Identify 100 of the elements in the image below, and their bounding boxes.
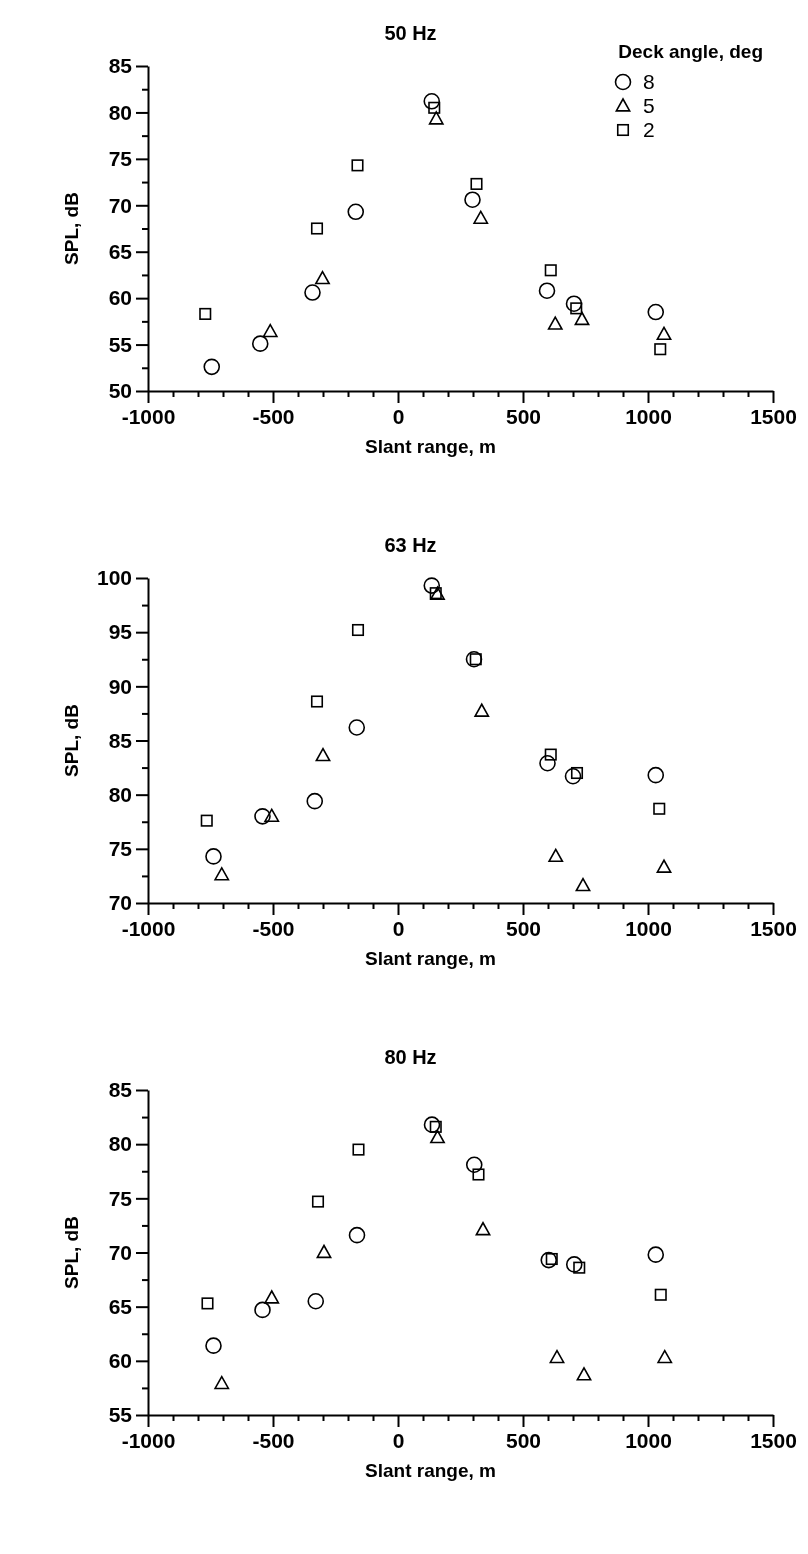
y-axis-title: SPL, dB bbox=[61, 704, 82, 777]
point bbox=[423, 92, 441, 110]
legend-title: Deck angle, deg bbox=[618, 41, 763, 62]
y-tick-label: 85 bbox=[108, 728, 133, 752]
y-tick-label: 55 bbox=[108, 332, 133, 356]
point bbox=[311, 1195, 325, 1208]
point bbox=[428, 111, 444, 125]
x-tick-label: 1000 bbox=[625, 404, 672, 428]
x-tick-label: 500 bbox=[505, 1428, 542, 1452]
y-tick-label: 65 bbox=[108, 239, 133, 263]
point bbox=[347, 203, 365, 221]
point bbox=[539, 754, 556, 772]
point bbox=[310, 222, 324, 235]
y-tick-label: 50 bbox=[108, 379, 132, 403]
point bbox=[548, 848, 564, 863]
x-tick-label: 1000 bbox=[625, 1428, 672, 1452]
chart-title: 80 Hz bbox=[384, 1046, 437, 1068]
y-tick-label: 90 bbox=[108, 674, 132, 698]
point bbox=[474, 703, 490, 717]
x-tick-label: 1500 bbox=[750, 1428, 797, 1452]
point bbox=[538, 282, 556, 300]
point bbox=[475, 1221, 491, 1236]
point bbox=[547, 316, 563, 330]
point bbox=[654, 1288, 667, 1301]
point bbox=[254, 808, 271, 825]
point bbox=[570, 766, 584, 780]
legend-label: 8 bbox=[643, 70, 655, 93]
point bbox=[203, 358, 221, 376]
y-tick-label: 70 bbox=[108, 193, 132, 217]
point bbox=[214, 867, 230, 881]
y-axis-title: SPL, dB bbox=[61, 1216, 82, 1289]
y-tick-label: 80 bbox=[108, 782, 132, 806]
point bbox=[540, 1251, 558, 1269]
point bbox=[348, 719, 366, 736]
point bbox=[656, 859, 672, 873]
point bbox=[565, 1256, 583, 1273]
point bbox=[423, 1116, 441, 1133]
point bbox=[465, 1156, 483, 1174]
point bbox=[544, 748, 557, 761]
y-tick-label: 100 bbox=[96, 566, 132, 590]
point bbox=[470, 177, 483, 190]
x-tick-label: -500 bbox=[252, 404, 295, 428]
point bbox=[544, 264, 557, 277]
x-tick-label: -1000 bbox=[121, 1428, 176, 1452]
point bbox=[464, 191, 481, 209]
point bbox=[564, 767, 582, 785]
point bbox=[428, 101, 441, 114]
point bbox=[200, 814, 213, 827]
y-tick-label: 80 bbox=[108, 1132, 132, 1156]
y-tick-label: 55 bbox=[108, 1403, 133, 1427]
x-axis-title: Slant range, m bbox=[365, 948, 496, 969]
point bbox=[306, 792, 324, 810]
point bbox=[576, 1367, 592, 1381]
point bbox=[315, 747, 331, 762]
y-tick-label: 95 bbox=[108, 620, 133, 644]
y-tick-label: 85 bbox=[108, 54, 133, 78]
y-tick-label: 70 bbox=[108, 1240, 132, 1264]
point bbox=[465, 650, 483, 668]
point bbox=[352, 1143, 365, 1156]
point bbox=[205, 1337, 222, 1354]
point bbox=[472, 1168, 485, 1181]
x-tick-label: -1000 bbox=[121, 404, 176, 428]
legend-label: 5 bbox=[643, 94, 655, 117]
y-tick-label: 70 bbox=[108, 891, 132, 915]
point bbox=[657, 1349, 673, 1364]
point bbox=[264, 1290, 280, 1304]
y-tick-label: 85 bbox=[108, 1078, 133, 1102]
point bbox=[549, 1349, 565, 1364]
y-tick-label: 65 bbox=[108, 1294, 133, 1318]
x-tick-label: 1500 bbox=[750, 916, 797, 940]
point bbox=[316, 1244, 332, 1259]
point bbox=[310, 695, 324, 708]
point bbox=[647, 303, 665, 321]
y-tick-label: 75 bbox=[108, 837, 133, 861]
point bbox=[348, 1226, 366, 1244]
x-tick-label: 0 bbox=[392, 916, 405, 940]
point bbox=[315, 270, 330, 285]
y-tick-label: 75 bbox=[108, 1186, 133, 1210]
point bbox=[565, 295, 583, 313]
point bbox=[423, 577, 441, 594]
chart-title: 50 Hz bbox=[384, 22, 437, 44]
point bbox=[573, 1261, 586, 1274]
point bbox=[574, 311, 590, 326]
point bbox=[351, 159, 364, 172]
x-tick-label: -500 bbox=[252, 1428, 295, 1452]
x-tick-label: 0 bbox=[392, 1428, 405, 1452]
x-axis-title: Slant range, m bbox=[365, 436, 496, 457]
point bbox=[351, 623, 365, 637]
point bbox=[653, 802, 666, 815]
point bbox=[545, 1252, 558, 1266]
point bbox=[473, 210, 489, 224]
y-tick-label: 80 bbox=[108, 100, 132, 124]
point bbox=[647, 766, 665, 784]
point bbox=[251, 335, 269, 352]
x-tick-label: -1000 bbox=[121, 916, 176, 940]
point bbox=[647, 1246, 665, 1263]
point bbox=[205, 848, 222, 865]
y-tick-label: 60 bbox=[108, 1349, 132, 1373]
x-tick-label: -500 bbox=[252, 916, 295, 940]
y-tick-label: 60 bbox=[108, 286, 132, 310]
